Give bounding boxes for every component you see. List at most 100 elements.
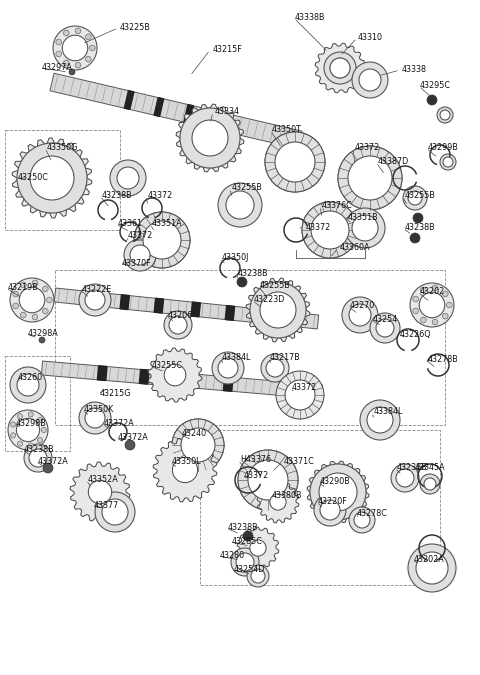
Text: 43260: 43260 <box>18 373 43 383</box>
Circle shape <box>134 212 190 268</box>
Circle shape <box>260 292 296 328</box>
Circle shape <box>47 297 52 303</box>
Polygon shape <box>12 138 92 218</box>
Circle shape <box>419 292 445 318</box>
Circle shape <box>243 531 253 541</box>
Text: 43345A: 43345A <box>415 464 445 472</box>
Circle shape <box>348 156 392 200</box>
Text: 43352A: 43352A <box>88 475 119 485</box>
Circle shape <box>62 35 88 61</box>
Text: 43372: 43372 <box>306 223 331 232</box>
Circle shape <box>13 303 19 308</box>
Circle shape <box>53 26 97 70</box>
Circle shape <box>13 291 19 297</box>
Polygon shape <box>176 104 244 172</box>
Text: 43380B: 43380B <box>272 491 302 500</box>
Circle shape <box>440 154 456 170</box>
Circle shape <box>16 418 39 441</box>
Circle shape <box>79 402 111 434</box>
Text: H43376: H43376 <box>240 456 271 464</box>
Text: 43384L: 43384L <box>222 354 252 362</box>
Circle shape <box>338 146 402 210</box>
Circle shape <box>85 56 91 62</box>
Circle shape <box>196 124 224 151</box>
Text: 43238B: 43238B <box>397 464 428 472</box>
Bar <box>5 130 120 230</box>
Circle shape <box>324 52 356 84</box>
Text: 43350J: 43350J <box>222 254 250 263</box>
Circle shape <box>330 58 350 78</box>
Circle shape <box>432 285 438 291</box>
Polygon shape <box>153 438 217 502</box>
Circle shape <box>17 374 39 396</box>
Text: 43254D: 43254D <box>234 566 265 574</box>
Text: 43338: 43338 <box>402 65 427 74</box>
Circle shape <box>249 461 287 499</box>
Circle shape <box>10 367 46 403</box>
Circle shape <box>85 290 105 310</box>
Circle shape <box>370 313 400 343</box>
Circle shape <box>63 60 69 66</box>
Text: 43238B: 43238B <box>405 223 436 232</box>
Circle shape <box>310 464 366 520</box>
Circle shape <box>238 450 298 510</box>
Circle shape <box>311 211 349 249</box>
Circle shape <box>75 28 81 34</box>
Text: 43372A: 43372A <box>38 458 69 466</box>
Text: 43338B: 43338B <box>295 14 325 22</box>
Circle shape <box>172 458 198 483</box>
Text: 43290B: 43290B <box>320 477 351 487</box>
Circle shape <box>349 507 375 533</box>
Text: 43238B: 43238B <box>24 446 55 454</box>
Text: 43372: 43372 <box>148 192 173 200</box>
Circle shape <box>338 146 402 210</box>
Circle shape <box>218 358 238 378</box>
Circle shape <box>413 296 419 302</box>
Circle shape <box>261 354 289 382</box>
Circle shape <box>180 108 240 168</box>
Text: 43299B: 43299B <box>428 144 459 153</box>
Circle shape <box>437 107 453 123</box>
Circle shape <box>117 167 139 189</box>
Text: 43384L: 43384L <box>374 408 403 416</box>
Circle shape <box>446 302 452 308</box>
Text: 43297A: 43297A <box>42 63 73 72</box>
Circle shape <box>130 245 150 265</box>
Circle shape <box>408 544 456 592</box>
Text: 43206: 43206 <box>168 311 193 321</box>
Text: 43222E: 43222E <box>82 286 112 294</box>
Circle shape <box>30 156 74 200</box>
Circle shape <box>89 45 95 51</box>
Circle shape <box>360 400 400 440</box>
Circle shape <box>250 540 266 556</box>
Circle shape <box>420 287 426 293</box>
Circle shape <box>367 407 393 433</box>
Circle shape <box>275 142 315 182</box>
Circle shape <box>376 319 394 337</box>
Circle shape <box>63 30 69 36</box>
Circle shape <box>218 183 262 227</box>
Circle shape <box>28 443 33 448</box>
Polygon shape <box>41 361 323 399</box>
Circle shape <box>349 304 371 326</box>
Circle shape <box>330 58 350 78</box>
Circle shape <box>42 308 48 314</box>
Circle shape <box>350 158 390 198</box>
Text: 43295C: 43295C <box>420 82 451 90</box>
Text: 43219B: 43219B <box>8 284 39 292</box>
Circle shape <box>413 308 419 314</box>
Circle shape <box>125 440 135 450</box>
Circle shape <box>302 202 358 258</box>
Text: 43240: 43240 <box>182 429 207 439</box>
Circle shape <box>164 311 192 339</box>
Circle shape <box>345 208 385 248</box>
Circle shape <box>277 144 313 180</box>
Bar <box>200 430 440 585</box>
Circle shape <box>42 286 48 292</box>
Text: 43238B: 43238B <box>102 192 132 200</box>
Polygon shape <box>246 278 310 342</box>
Circle shape <box>413 213 423 223</box>
Text: 43285C: 43285C <box>232 537 263 547</box>
Bar <box>5 356 70 451</box>
Polygon shape <box>181 373 191 387</box>
